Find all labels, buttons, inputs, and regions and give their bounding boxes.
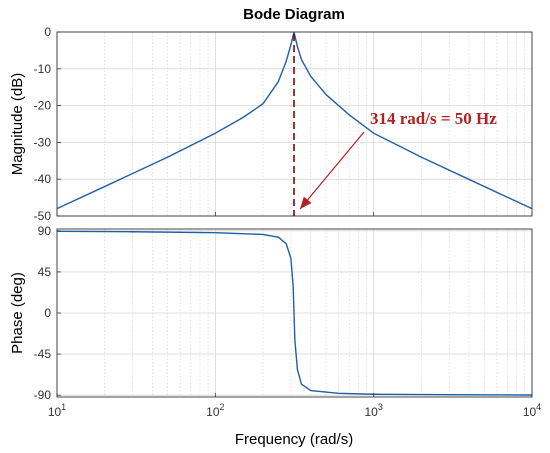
magnitude-y-axis-label: Magnitude (dB) bbox=[9, 73, 26, 176]
magnitude-series-line bbox=[57, 32, 532, 210]
x-tick-label: 101 bbox=[48, 402, 66, 419]
magnitude-y-tick-label: -50 bbox=[34, 209, 52, 223]
phase-y-tick-label: -90 bbox=[34, 388, 52, 402]
magnitude-y-tick-label: -20 bbox=[34, 99, 52, 113]
annotation-text: 314 rad/s = 50 Hz bbox=[370, 109, 497, 128]
phase-y-tick-label: 0 bbox=[44, 306, 51, 320]
annotation: 314 rad/s = 50 Hz bbox=[293, 34, 497, 216]
phase-plot: 90 45 0 -45 -90 Phase (deg) bbox=[9, 224, 533, 402]
magnitude-y-tick-label: -30 bbox=[34, 135, 52, 149]
x-axis: 101 102 103 104 bbox=[48, 402, 541, 419]
phase-y-tick-label: 45 bbox=[38, 265, 52, 279]
x-tick-label: 102 bbox=[206, 402, 224, 419]
annotation-arrow-head bbox=[300, 196, 312, 209]
x-axis-label: Frequency (rad/s) bbox=[235, 431, 353, 448]
magnitude-y-tick-label: 0 bbox=[44, 25, 51, 39]
magnitude-y-tick-label: -10 bbox=[34, 62, 52, 76]
phase-y-tick-label: 90 bbox=[38, 224, 52, 238]
annotation-arrow-line bbox=[299, 131, 365, 210]
x-tick-label: 103 bbox=[364, 402, 382, 419]
phase-y-tick-label: -45 bbox=[34, 347, 52, 361]
x-tick-label: 104 bbox=[523, 402, 541, 419]
phase-frame bbox=[56, 228, 533, 398]
phase-y-axis-label: Phase (deg) bbox=[9, 272, 26, 354]
magnitude-y-tick-label: -40 bbox=[34, 172, 52, 186]
chart-title: Bode Diagram bbox=[243, 6, 345, 23]
phase-series-line bbox=[57, 230, 532, 396]
